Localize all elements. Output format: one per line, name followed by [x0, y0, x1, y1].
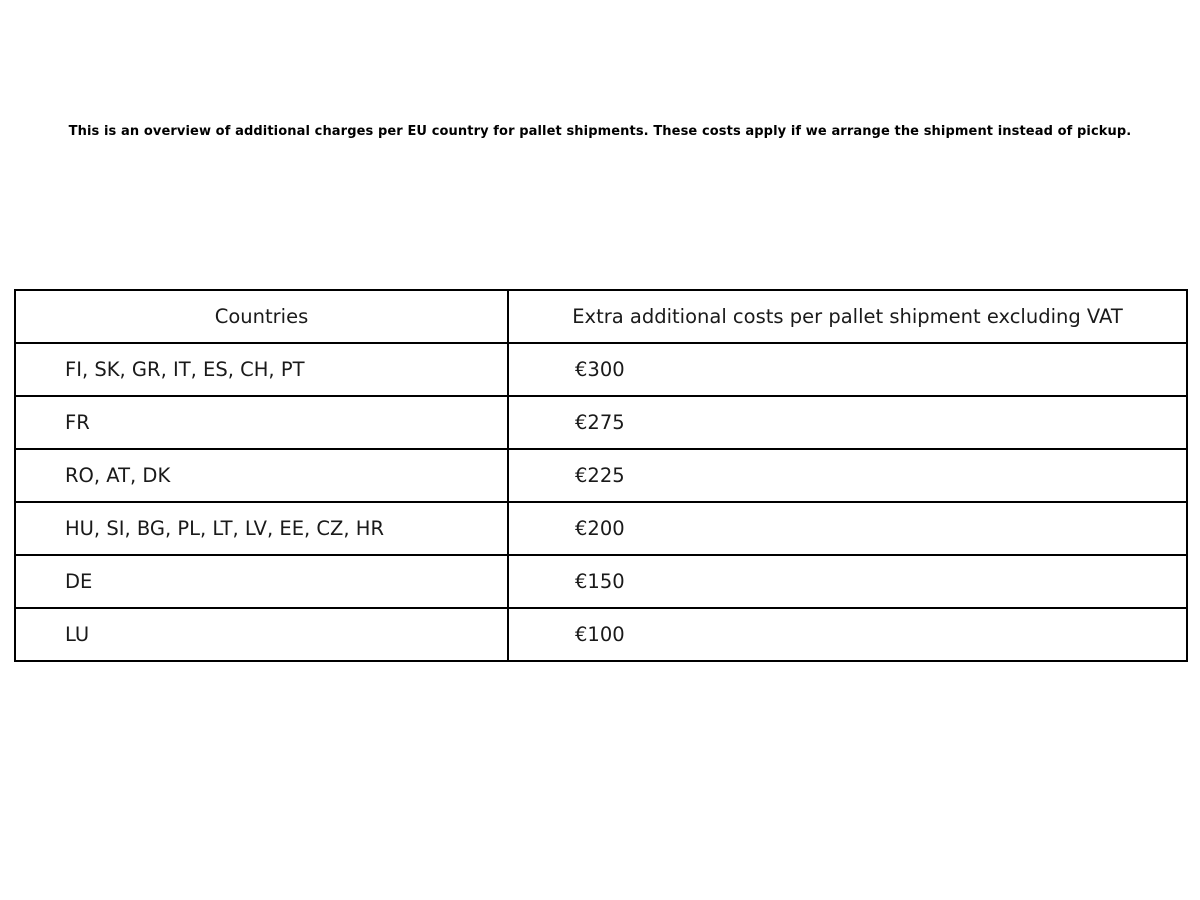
country-cell: LU — [14, 607, 509, 662]
cost-cell: €225 — [507, 448, 1188, 503]
country-cell: FI, SK, GR, IT, ES, CH, PT — [14, 342, 509, 397]
cost-cell: €275 — [507, 395, 1188, 450]
table-row: LU €100 — [14, 607, 1188, 662]
table-header-countries: Countries — [14, 289, 509, 344]
intro-text: This is an overview of additional charge… — [68, 124, 1132, 139]
cost-cell: €100 — [507, 607, 1188, 662]
table-row: DE €150 — [14, 554, 1188, 609]
table-header-costs: Extra additional costs per pallet shipme… — [507, 289, 1188, 344]
country-cell: DE — [14, 554, 509, 609]
country-cell: RO, AT, DK — [14, 448, 509, 503]
cost-cell: €300 — [507, 342, 1188, 397]
charges-table: Countries Extra additional costs per pal… — [14, 289, 1188, 662]
country-cell: HU, SI, BG, PL, LT, LV, EE, CZ, HR — [14, 501, 509, 556]
cost-cell: €200 — [507, 501, 1188, 556]
cost-cell: €150 — [507, 554, 1188, 609]
table-row: RO, AT, DK €225 — [14, 448, 1188, 503]
country-cell: FR — [14, 395, 509, 450]
table-row: FR €275 — [14, 395, 1188, 450]
table-row: FI, SK, GR, IT, ES, CH, PT €300 — [14, 342, 1188, 397]
table-header-row: Countries Extra additional costs per pal… — [14, 289, 1188, 344]
table-row: HU, SI, BG, PL, LT, LV, EE, CZ, HR €200 — [14, 501, 1188, 556]
